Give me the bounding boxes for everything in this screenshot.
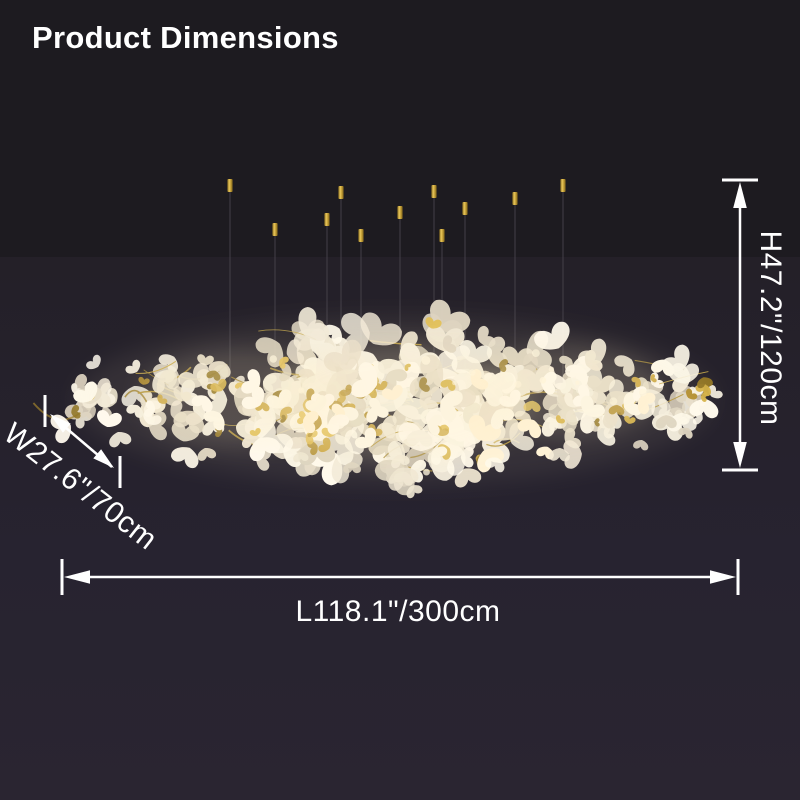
length-dimension-label: L118.1"/300cm [295, 595, 501, 628]
height-dimension-label: H47.2"/120cm [754, 230, 787, 426]
dimension-arrows [43, 178, 758, 595]
width-dimension-arrow [43, 395, 122, 488]
height-dimension-arrow [722, 178, 758, 472]
page-title: Product Dimensions [32, 20, 339, 55]
chandelier-glow [75, 315, 715, 485]
length-dimension-arrow [60, 559, 740, 595]
